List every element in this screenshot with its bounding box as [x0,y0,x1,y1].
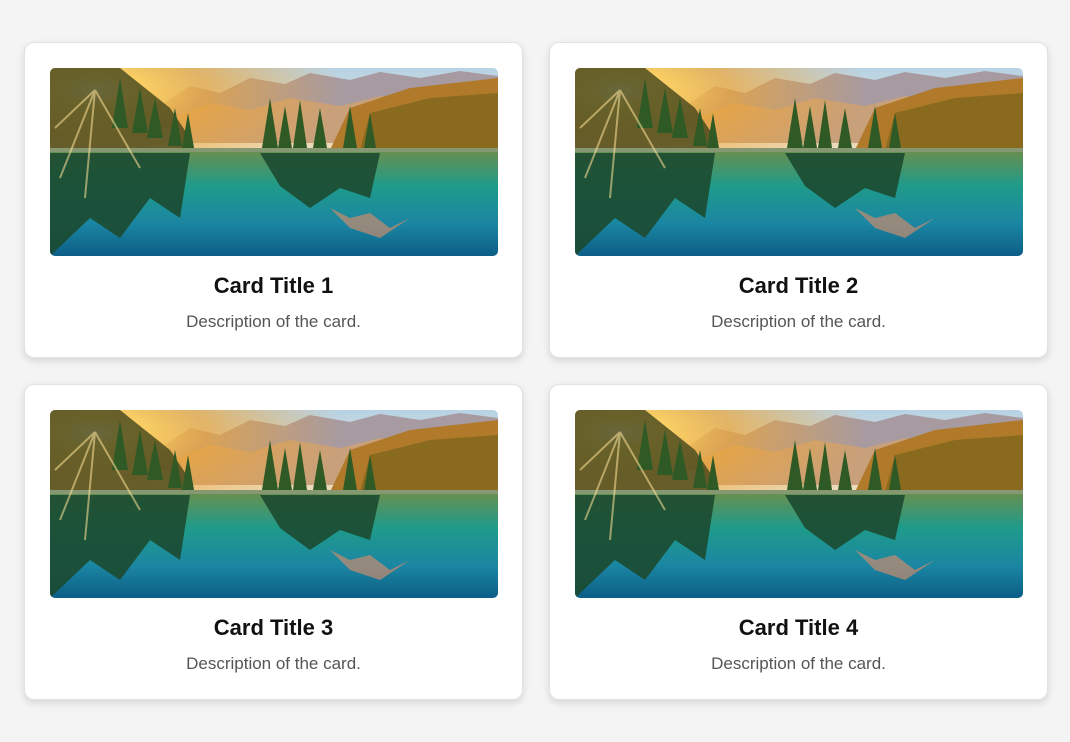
card[interactable]: Card Title 3 Description of the card. [24,384,523,700]
card-image [50,68,498,256]
card-grid: Card Title 1 Description of the card. Ca… [24,42,1048,700]
card[interactable]: Card Title 2 Description of the card. [549,42,1048,358]
card-image [50,410,498,598]
card-title: Card Title 4 [738,615,859,640]
card-description: Description of the card. [186,312,361,331]
card-description: Description of the card. [186,654,361,673]
card-title: Card Title 2 [738,273,859,298]
mountain-lake-sunrise-image [575,68,1023,256]
card-title: Card Title 3 [213,615,334,640]
card-image [575,68,1023,256]
card-description: Description of the card. [711,654,886,673]
card-description: Description of the card. [711,312,886,331]
mountain-lake-sunrise-image [50,68,498,256]
card[interactable]: Card Title 1 Description of the card. [24,42,523,358]
card-title: Card Title 1 [213,273,334,298]
card[interactable]: Card Title 4 Description of the card. [549,384,1048,700]
card-image [575,410,1023,598]
mountain-lake-sunrise-image [50,410,498,598]
mountain-lake-sunrise-image [575,410,1023,598]
